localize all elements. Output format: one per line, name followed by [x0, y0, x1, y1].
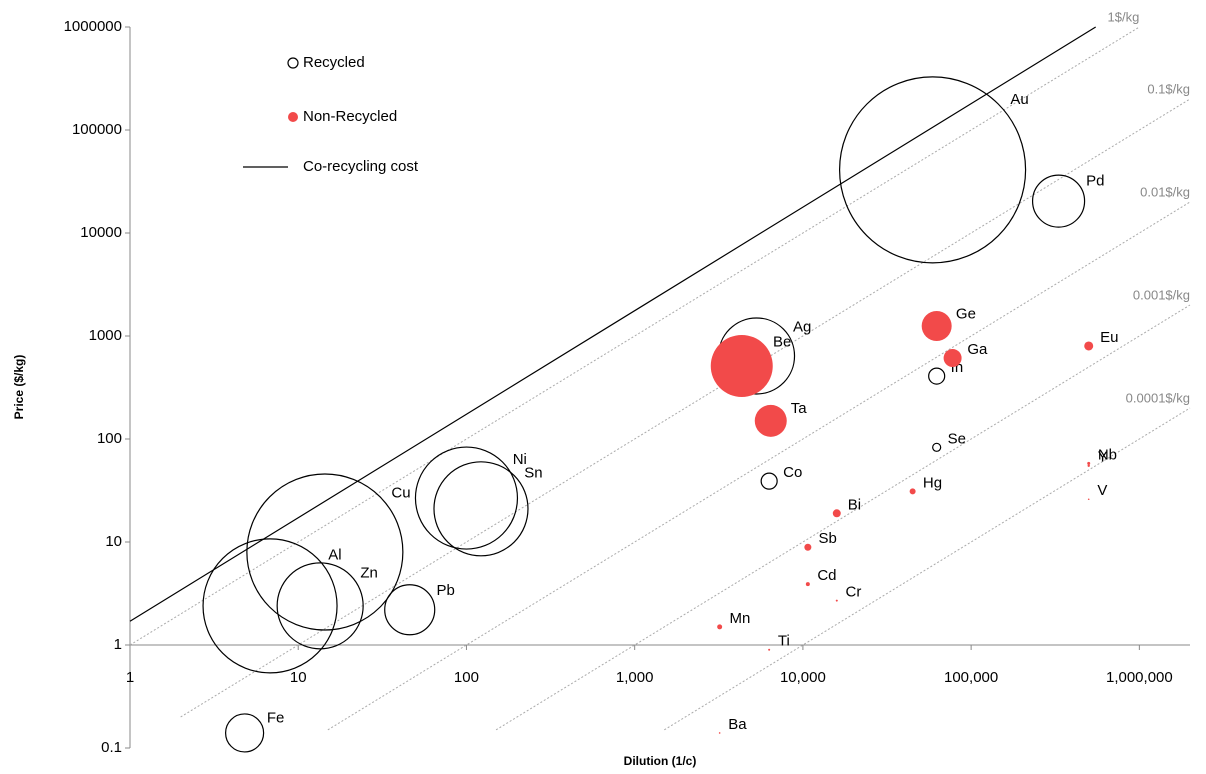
- bubble: [414, 446, 519, 550]
- reference-label: 0.001$/kg: [1133, 287, 1190, 302]
- bubble-label: Pb: [436, 582, 454, 599]
- bubble-label: Y: [1098, 449, 1108, 466]
- y-tick-label: 10000: [80, 224, 122, 241]
- bubble: [1087, 464, 1090, 467]
- bubble-label: Se: [948, 430, 966, 447]
- bubble-label: Ti: [778, 633, 790, 650]
- bubble: [768, 648, 771, 651]
- bubble-label: Cu: [391, 484, 410, 501]
- y-tick-label: 1: [114, 636, 122, 653]
- bubble: [1087, 498, 1090, 501]
- reference-label: 1$/kg: [1108, 9, 1140, 24]
- bubble: [225, 713, 265, 753]
- bubble: [928, 367, 946, 385]
- bubble-label: Au: [1010, 91, 1028, 108]
- y-tick-label: 100000: [72, 121, 122, 138]
- bubble-label: V: [1097, 482, 1107, 499]
- legend-marker: [288, 112, 298, 122]
- bubble-label: Cd: [817, 567, 836, 584]
- x-tick-label: 1: [126, 669, 134, 686]
- x-axis-title: Dilution (1/c): [624, 754, 697, 768]
- bubble: [717, 624, 723, 630]
- bubble: [921, 311, 952, 342]
- bubble-label: Nb: [1098, 446, 1117, 463]
- reference-label: 0.01$/kg: [1140, 184, 1190, 199]
- bubble-label: Bi: [848, 496, 861, 513]
- bubble: [202, 538, 338, 674]
- bubble: [754, 404, 787, 437]
- x-tick-label: 10: [290, 669, 307, 686]
- bubble: [718, 732, 721, 734]
- bubble: [433, 461, 529, 557]
- x-tick-label: 1,000,000: [1106, 669, 1173, 686]
- bubble-label: Zn: [360, 565, 378, 582]
- reference-line: [664, 407, 1191, 731]
- bubble: [943, 349, 962, 368]
- y-tick-label: 1000: [89, 327, 122, 344]
- bubble: [932, 442, 942, 452]
- reference-line: [180, 98, 1191, 718]
- bubble: [805, 582, 810, 587]
- legend-label: Recycled: [303, 54, 365, 71]
- bubble-label: Cr: [846, 584, 862, 601]
- legend-marker: [287, 57, 299, 69]
- legend-label: Non-Recycled: [303, 108, 397, 125]
- x-tick-label: 10,000: [780, 669, 826, 686]
- bubble-label: Ni: [513, 451, 527, 468]
- y-tick-label: 0.1: [101, 739, 122, 756]
- bubble-label: Sb: [818, 530, 836, 547]
- bubble: [804, 543, 812, 551]
- bubble-label: Al: [328, 547, 341, 564]
- bubble: [710, 334, 773, 397]
- bubble: [246, 473, 404, 631]
- bubble-label: Sn: [524, 465, 542, 482]
- bubble-label: Ba: [728, 716, 747, 733]
- bubble-label: Mn: [730, 610, 751, 627]
- x-tick-label: 100,000: [944, 669, 998, 686]
- reference-line: [495, 304, 1191, 731]
- bubble: [909, 488, 916, 495]
- y-tick-label: 100: [97, 430, 122, 447]
- bubble: [838, 76, 1027, 264]
- bubble-label: Ga: [967, 341, 988, 358]
- y-axis-title: Price ($/kg): [12, 355, 26, 420]
- reference-label: 0.1$/kg: [1147, 81, 1190, 96]
- bubble-label: Pd: [1086, 173, 1104, 190]
- bubble-label: Be: [773, 334, 791, 351]
- bubble: [1087, 461, 1091, 465]
- x-tick-label: 100: [454, 669, 479, 686]
- bubble-label: Hg: [923, 474, 942, 491]
- legend-label: Co-recycling cost: [303, 158, 419, 175]
- y-tick-label: 10: [105, 533, 122, 550]
- bubble-label: Eu: [1100, 329, 1118, 346]
- bubble-label: Ag: [793, 318, 811, 335]
- bubble: [384, 584, 436, 636]
- bubble-label: Ta: [791, 400, 808, 417]
- bubble: [276, 562, 364, 650]
- y-tick-label: 1000000: [64, 18, 122, 35]
- bubble: [760, 472, 778, 490]
- bubble-label: Fe: [267, 710, 285, 727]
- bubble-label: Co: [783, 464, 802, 481]
- bubble: [1031, 174, 1086, 228]
- bubble: [832, 509, 841, 518]
- x-tick-label: 1,000: [616, 669, 654, 686]
- reference-label: 0.0001$/kg: [1126, 390, 1190, 405]
- bubble: [1084, 341, 1094, 351]
- bubble: [835, 599, 838, 602]
- cost-line: [129, 26, 1096, 622]
- bubble-label: Ge: [956, 306, 976, 323]
- reference-line: [129, 26, 1140, 646]
- reference-line: [327, 201, 1191, 731]
